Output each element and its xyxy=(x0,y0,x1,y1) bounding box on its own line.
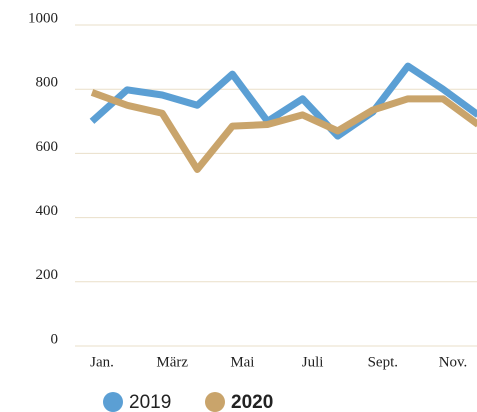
x-tick-label: Juli xyxy=(302,354,324,370)
legend: 2019 2020 xyxy=(103,392,273,412)
legend-swatch xyxy=(103,392,123,412)
legend-label: 2020 xyxy=(231,392,273,412)
y-tick-label: 200 xyxy=(36,267,59,283)
line-series xyxy=(90,89,477,173)
x-tick-label: Sept. xyxy=(368,354,398,370)
x-tick-label: Nov. xyxy=(439,354,468,370)
line-series xyxy=(89,62,477,140)
y-tick-label: 800 xyxy=(36,75,59,91)
x-tick-label: Jan. xyxy=(90,354,114,370)
legend-swatch xyxy=(205,392,225,412)
y-tick-label: 600 xyxy=(36,139,59,155)
x-tick-label: Mai xyxy=(230,354,254,370)
y-tick-label: 1000 xyxy=(28,10,58,26)
y-tick-label: 0 xyxy=(51,331,59,347)
legend-label: 2019 xyxy=(129,392,171,412)
y-tick-label: 400 xyxy=(36,203,59,219)
x-tick-label: März xyxy=(156,354,188,370)
